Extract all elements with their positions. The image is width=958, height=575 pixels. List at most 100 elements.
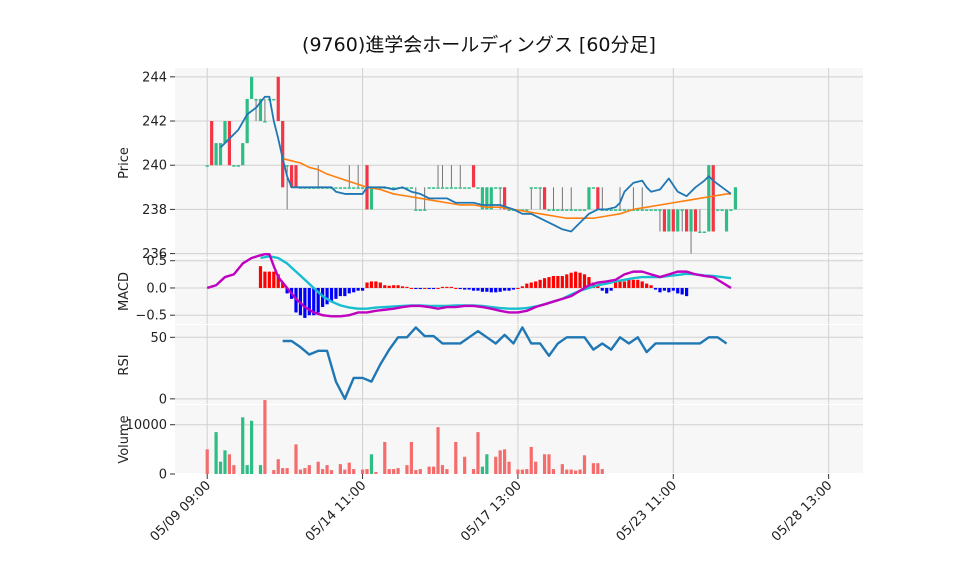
volume-bar [245,465,249,474]
macd-hist-bar [347,287,351,294]
candle-body [569,209,573,211]
candle-body [423,209,427,211]
volume-bar [369,454,374,474]
candle-body [698,231,702,233]
macd-hist-bar [685,287,689,297]
macd-hist-bar [258,266,263,288]
volume-bar [414,470,418,474]
candle-body [653,209,658,211]
volume-bar [294,444,298,474]
candle-body [392,187,396,189]
macd-hist-bar [534,281,538,288]
candle-body [480,187,485,210]
volume-bar [218,461,223,474]
macd-hist-bar [560,275,564,288]
candle-body [574,209,578,211]
candle-body [241,143,245,166]
volume-bar [463,456,467,474]
volume-bar [560,464,564,474]
candle-body [662,209,667,232]
ytick-label-rsi: 0 [159,392,167,407]
ytick-label-volume: 0 [159,468,167,483]
volume-bar [214,432,218,474]
volume-bar [405,465,409,474]
candle-body [343,187,347,189]
macd-hist-bar [387,285,391,288]
volume-bar [431,466,436,474]
macd-hist-bar [565,274,569,288]
candle-body [427,187,431,189]
candle-body [223,121,227,144]
macd-hist-bar [374,281,378,288]
candle-body [609,209,613,211]
macd-hist-bar [312,287,316,316]
candle-body [534,187,538,189]
candle-body [232,165,236,167]
macd-hist-bar [578,272,582,288]
macd-hist-bar [445,286,449,288]
macd-hist-bar [449,286,453,288]
candle-body [236,165,240,167]
macd-hist-bar [551,275,556,288]
macd-hist-bar [369,281,374,288]
volume-bar [476,432,480,474]
macd-hist-bar [352,287,356,293]
volume-bar [352,469,356,474]
macd-hist-bar [272,271,276,288]
macd-hist-bar [338,287,342,297]
ma-short-line [219,95,732,233]
ytick-label-macd: 0.0 [146,281,167,296]
volume-bar [574,470,578,474]
candle-body [436,187,440,189]
ytick-label-price: 242 [142,115,167,130]
volume-bar [409,441,413,474]
macd-hist-bar [476,287,480,291]
candle-body [618,209,622,211]
candle-body [218,143,223,166]
candle-body [596,187,600,210]
volume-bar [578,469,582,474]
macd-hist-bar [400,286,405,288]
macd-hist-bar [547,277,551,288]
volume-bar [343,469,347,474]
volume-bar [392,469,396,474]
candle-body [556,209,560,211]
candle-body [542,187,547,210]
ylabel-rsi: RSI [117,354,132,375]
macd-hist-bar [405,286,409,288]
candle-body [676,209,680,232]
macd-hist-bar [427,287,431,290]
candle-body [360,187,365,189]
candle-body [258,98,263,122]
macd-hist-bar [454,287,458,289]
macd-hist-bar [431,287,436,290]
macd-hist-bar [316,287,320,313]
macd-hist-bar [640,281,644,288]
candle-body [352,187,356,189]
volume-bar [205,449,209,474]
candle-body [405,187,409,189]
volume-bar [591,463,595,474]
macd-hist-bar [409,287,413,289]
candle-body [578,209,582,211]
macd-hist-bar [356,287,360,291]
macd-hist-bar [343,287,347,297]
candle-body [250,76,254,99]
candle-body [640,209,644,211]
macd-hist-bar [392,285,396,288]
candle-body [538,187,542,189]
candle-body [334,187,338,189]
candle-body [272,98,276,101]
macd-hist-bar [365,282,369,288]
candle-body [645,209,649,211]
candle-body [707,165,711,232]
macd-hist-bar [396,285,400,288]
volume-bar [569,469,573,474]
macd-hist-bar [520,286,524,288]
macd-hist-bar [618,281,622,288]
volume-bar [427,466,431,474]
macd-hist-bar [458,287,462,290]
candle-body [210,121,214,166]
macd-hist-bar [503,287,507,291]
candle-body [449,187,453,189]
